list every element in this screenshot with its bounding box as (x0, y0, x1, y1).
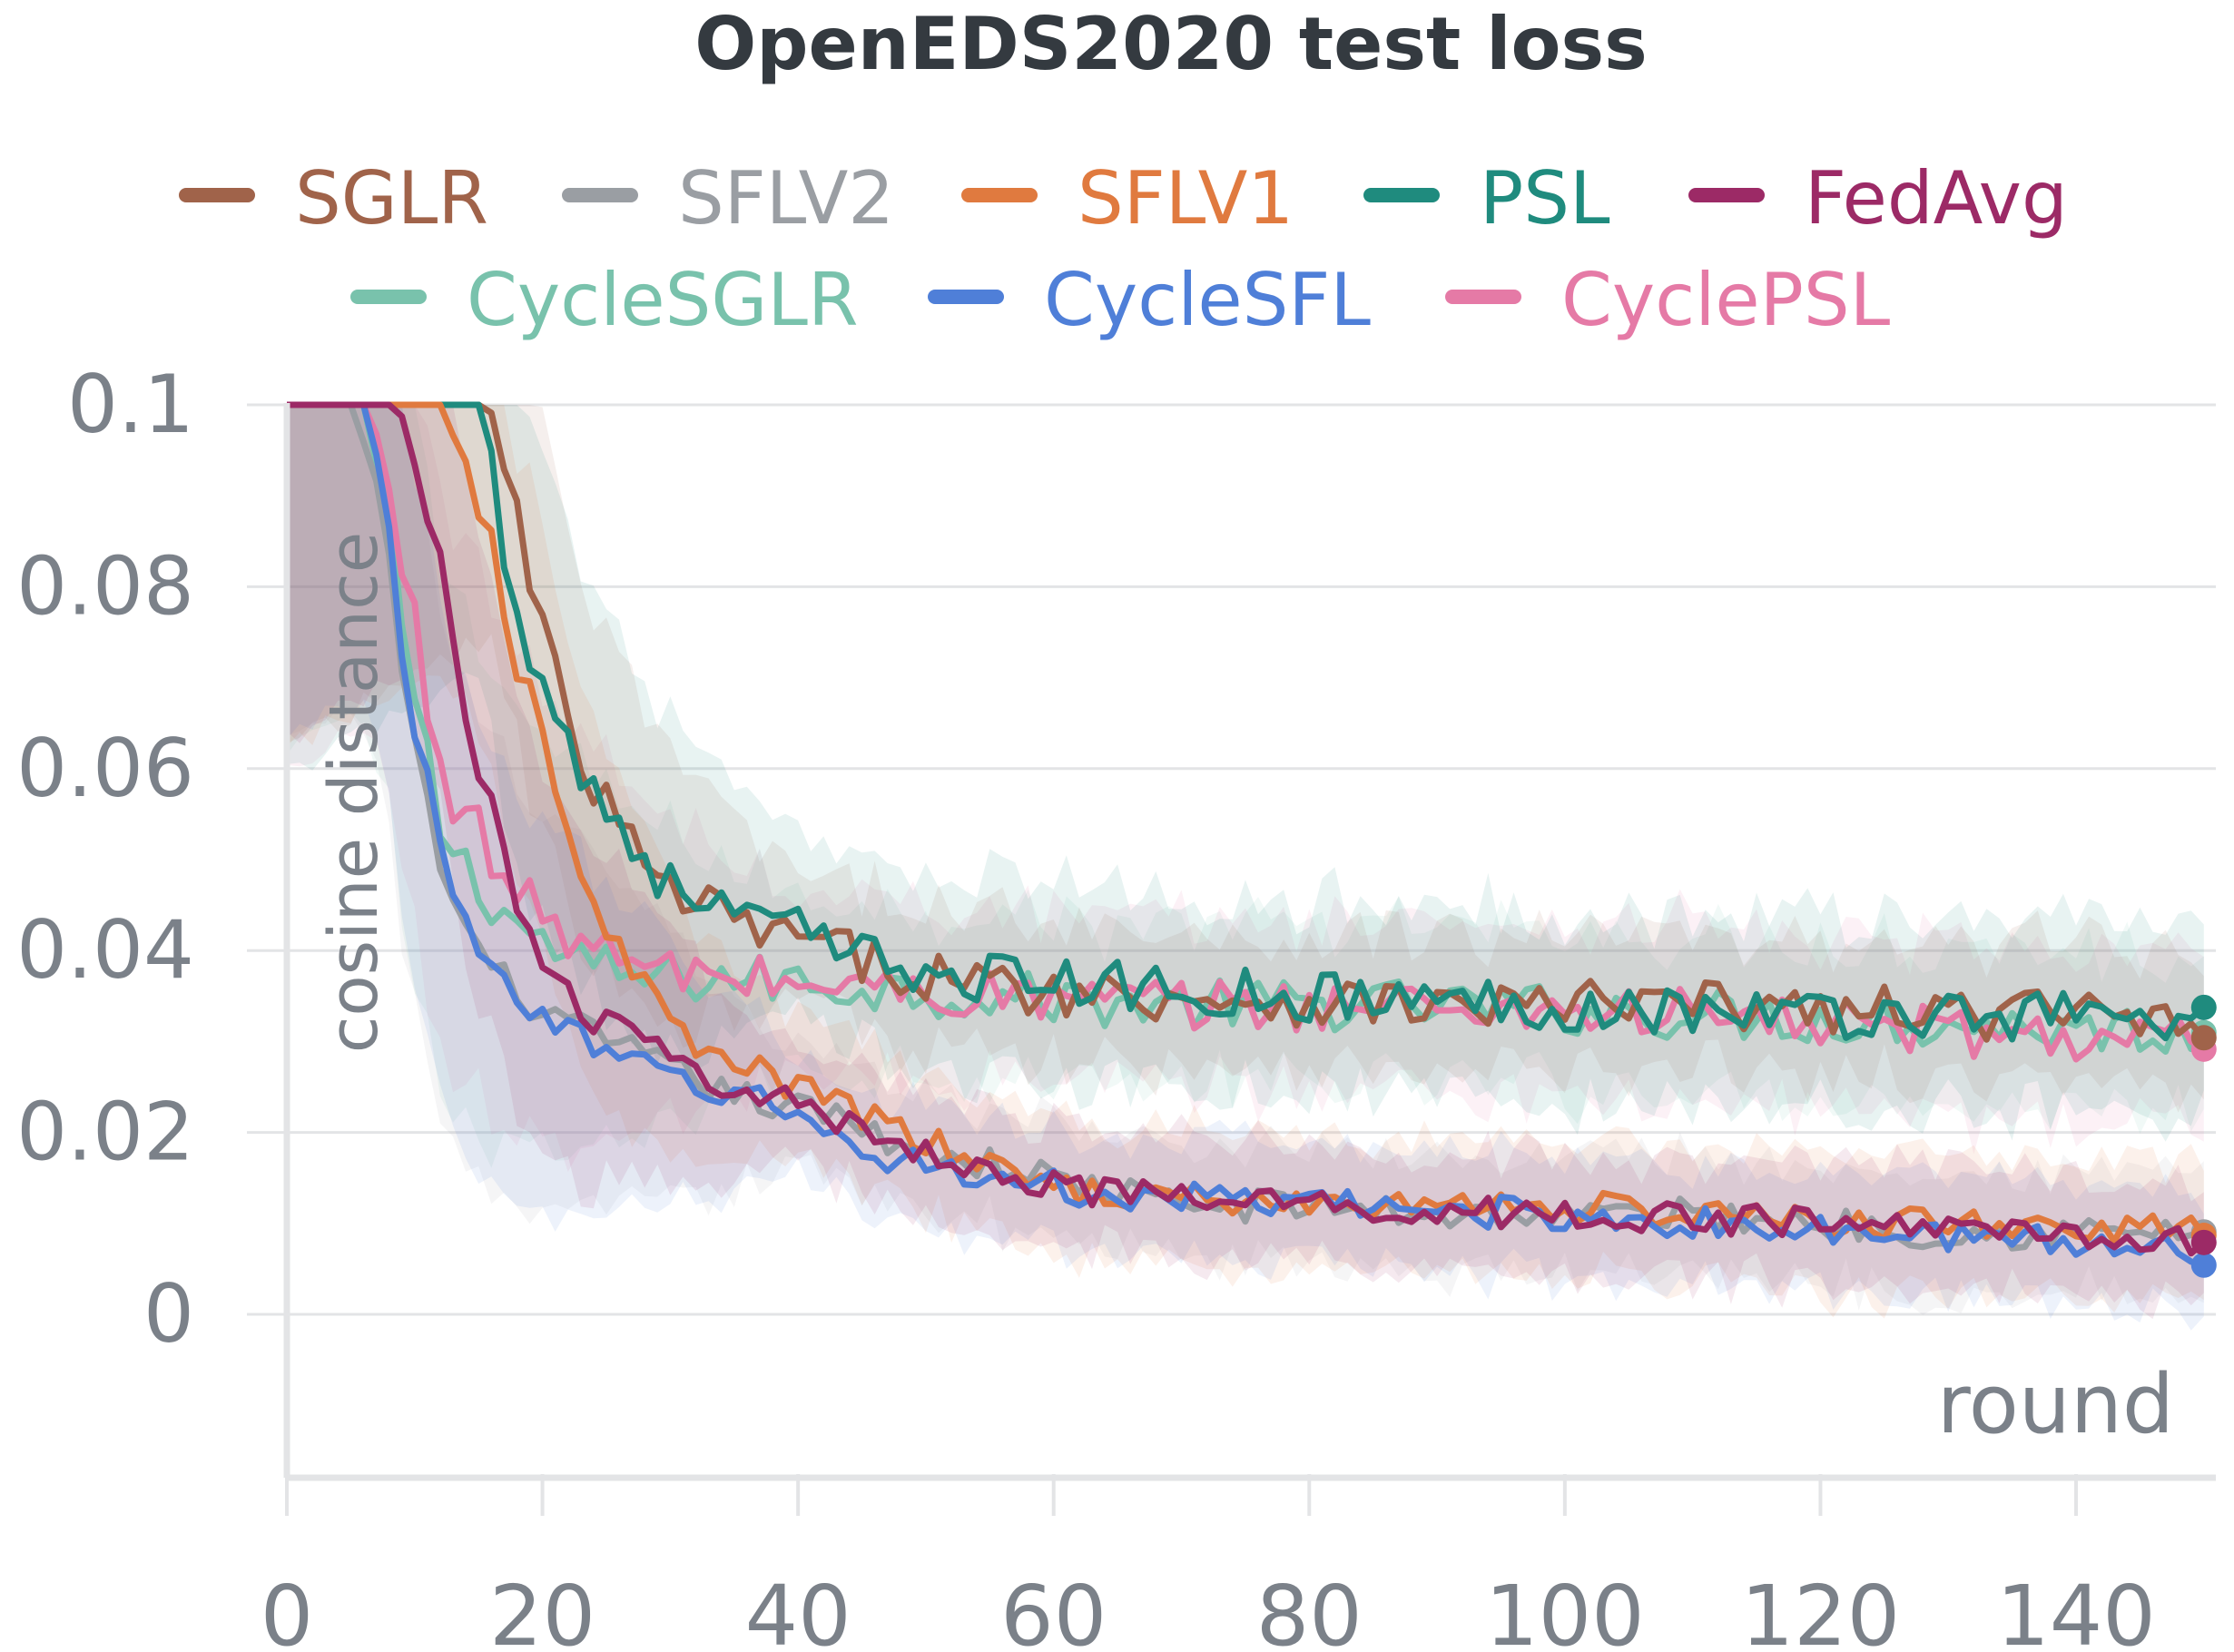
legend: SGLR SFLV2 SFLV1 PSL FedAvg CycleSGLR CycleSFL… (179, 156, 2068, 342)
x-tick-label: 60 (1000, 1568, 1107, 1652)
legend-label: CyclePSL (1561, 258, 1891, 342)
axes (283, 403, 2216, 1516)
legend-item-cyclepsl[interactable]: CyclePSL (1445, 258, 1891, 342)
y-tick-label: 0.02 (16, 1086, 194, 1179)
tick-labels: 0 0.02 0.04 0.06 0.08 0.1 0 20 40 60 80 100 120 140 (16, 358, 2156, 1652)
x-tick-label: 100 (1485, 1568, 1645, 1652)
band-sflv1 (287, 405, 2204, 1319)
y-axis-label: cosine distance (315, 532, 393, 1054)
y-tick-label: 0 (143, 1267, 194, 1361)
legend-label: CycleSGLR (467, 258, 859, 342)
x-tick-label: 120 (1741, 1568, 1901, 1652)
endpoint-sglr (2190, 1025, 2217, 1051)
y-tick-label: 0.06 (16, 722, 194, 815)
y-tick-label: 0.1 (67, 358, 194, 451)
endpoint-fedavg (2190, 1229, 2217, 1255)
line-cyclesfl (287, 401, 2205, 1269)
legend-item-psl[interactable]: PSL (1363, 156, 1610, 241)
band-fedavg (287, 405, 2204, 1320)
x-tick-label: 20 (489, 1568, 595, 1652)
legend-item-fedavg[interactable]: FedAvg (1688, 156, 2068, 241)
legend-item-sglr[interactable]: SGLR (179, 156, 488, 241)
y-tick-label: 0.04 (16, 903, 194, 997)
legend-label: SGLR (295, 156, 488, 241)
legend-label: PSL (1480, 156, 1610, 241)
band-sflv2 (287, 405, 2204, 1315)
band-psl (287, 405, 2204, 1142)
x-tick-label: 80 (1256, 1568, 1363, 1652)
chart-title: OpenEDS2020 test loss (694, 2, 1648, 86)
line-fedavg (287, 401, 2207, 1257)
endpoint-psl (2190, 994, 2217, 1020)
legend-label: SFLV2 (678, 156, 894, 241)
x-axis-label: round (1937, 1357, 2174, 1452)
legend-item-cyclesglr[interactable]: CycleSGLR (350, 258, 859, 342)
line-sglr (287, 401, 2207, 1043)
legend-item-cyclesfl[interactable]: CycleSFL (928, 258, 1371, 342)
legend-label: SFLV1 (1078, 156, 1294, 241)
series-lines (287, 401, 2217, 1278)
x-tick-label: 140 (1996, 1568, 2156, 1652)
line-psl (287, 401, 2207, 1043)
endpoint-cyclesfl (2190, 1252, 2217, 1278)
legend-label: FedAvg (1805, 156, 2068, 241)
legend-item-sflv2[interactable]: SFLV2 (562, 156, 894, 241)
legend-label: CycleSFL (1044, 258, 1371, 342)
legend-item-sflv1[interactable]: SFLV1 (961, 156, 1294, 241)
x-tick-label: 40 (745, 1568, 851, 1652)
y-tick-label: 0.08 (16, 539, 194, 633)
x-tick-label: 0 (261, 1568, 314, 1652)
